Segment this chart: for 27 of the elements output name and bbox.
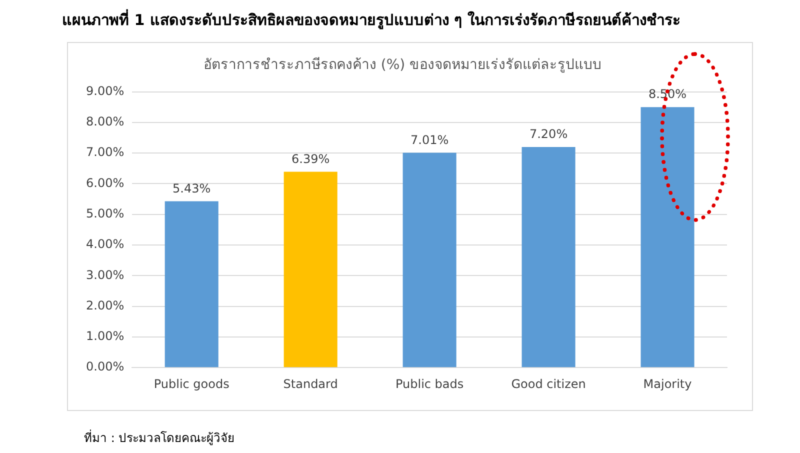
y-tick-label: 7.00% [86, 145, 124, 160]
data-label: 5.43% [172, 181, 211, 196]
x-tick-label: Public bads [395, 376, 464, 391]
bar [164, 201, 218, 368]
y-tick-label: 8.00% [86, 114, 124, 129]
data-label: 8.50% [648, 87, 687, 102]
y-tick-label: 1.00% [86, 329, 124, 344]
x-tick-label: Majority [643, 376, 692, 391]
bar [402, 152, 456, 368]
text: ที่มา : ประมวลโดยคณะผู้วิจัย [84, 428, 235, 447]
y-tick-label: 2.00% [86, 298, 124, 312]
y-tick-label: 3.00% [86, 268, 124, 282]
bar [284, 172, 338, 368]
data-label: 6.39% [292, 152, 330, 166]
chart-subtitle: อัตราการชำระภาษีรถคงค้าง (%) ของจดหมายเร่งรัดแต่ละรูปแบบ [203, 57, 602, 74]
y-tick-label: 0.00% [86, 360, 124, 374]
x-tick-label: Public goods [154, 376, 230, 391]
y-tick-label: 9.00% [86, 84, 124, 98]
y-tick-label: 6.00% [86, 176, 124, 190]
y-tick-label: 5.00% [86, 206, 124, 221]
data-label: 7.01% [410, 132, 449, 147]
y-tick-label: 4.00% [86, 237, 124, 252]
data-label: 7.20% [529, 127, 568, 142]
bar [522, 146, 576, 368]
chart-title: แผนภาพที่ 1 แสดงระดับประสิทธิผลของจดหมายรูปแบบต่าง ๆ ในการเร่งรัดภาษีรถยนต์ค้างชำระ [62, 8, 680, 32]
x-tick-label: Standard [283, 376, 338, 391]
x-tick-label: Good citizen [511, 376, 586, 391]
